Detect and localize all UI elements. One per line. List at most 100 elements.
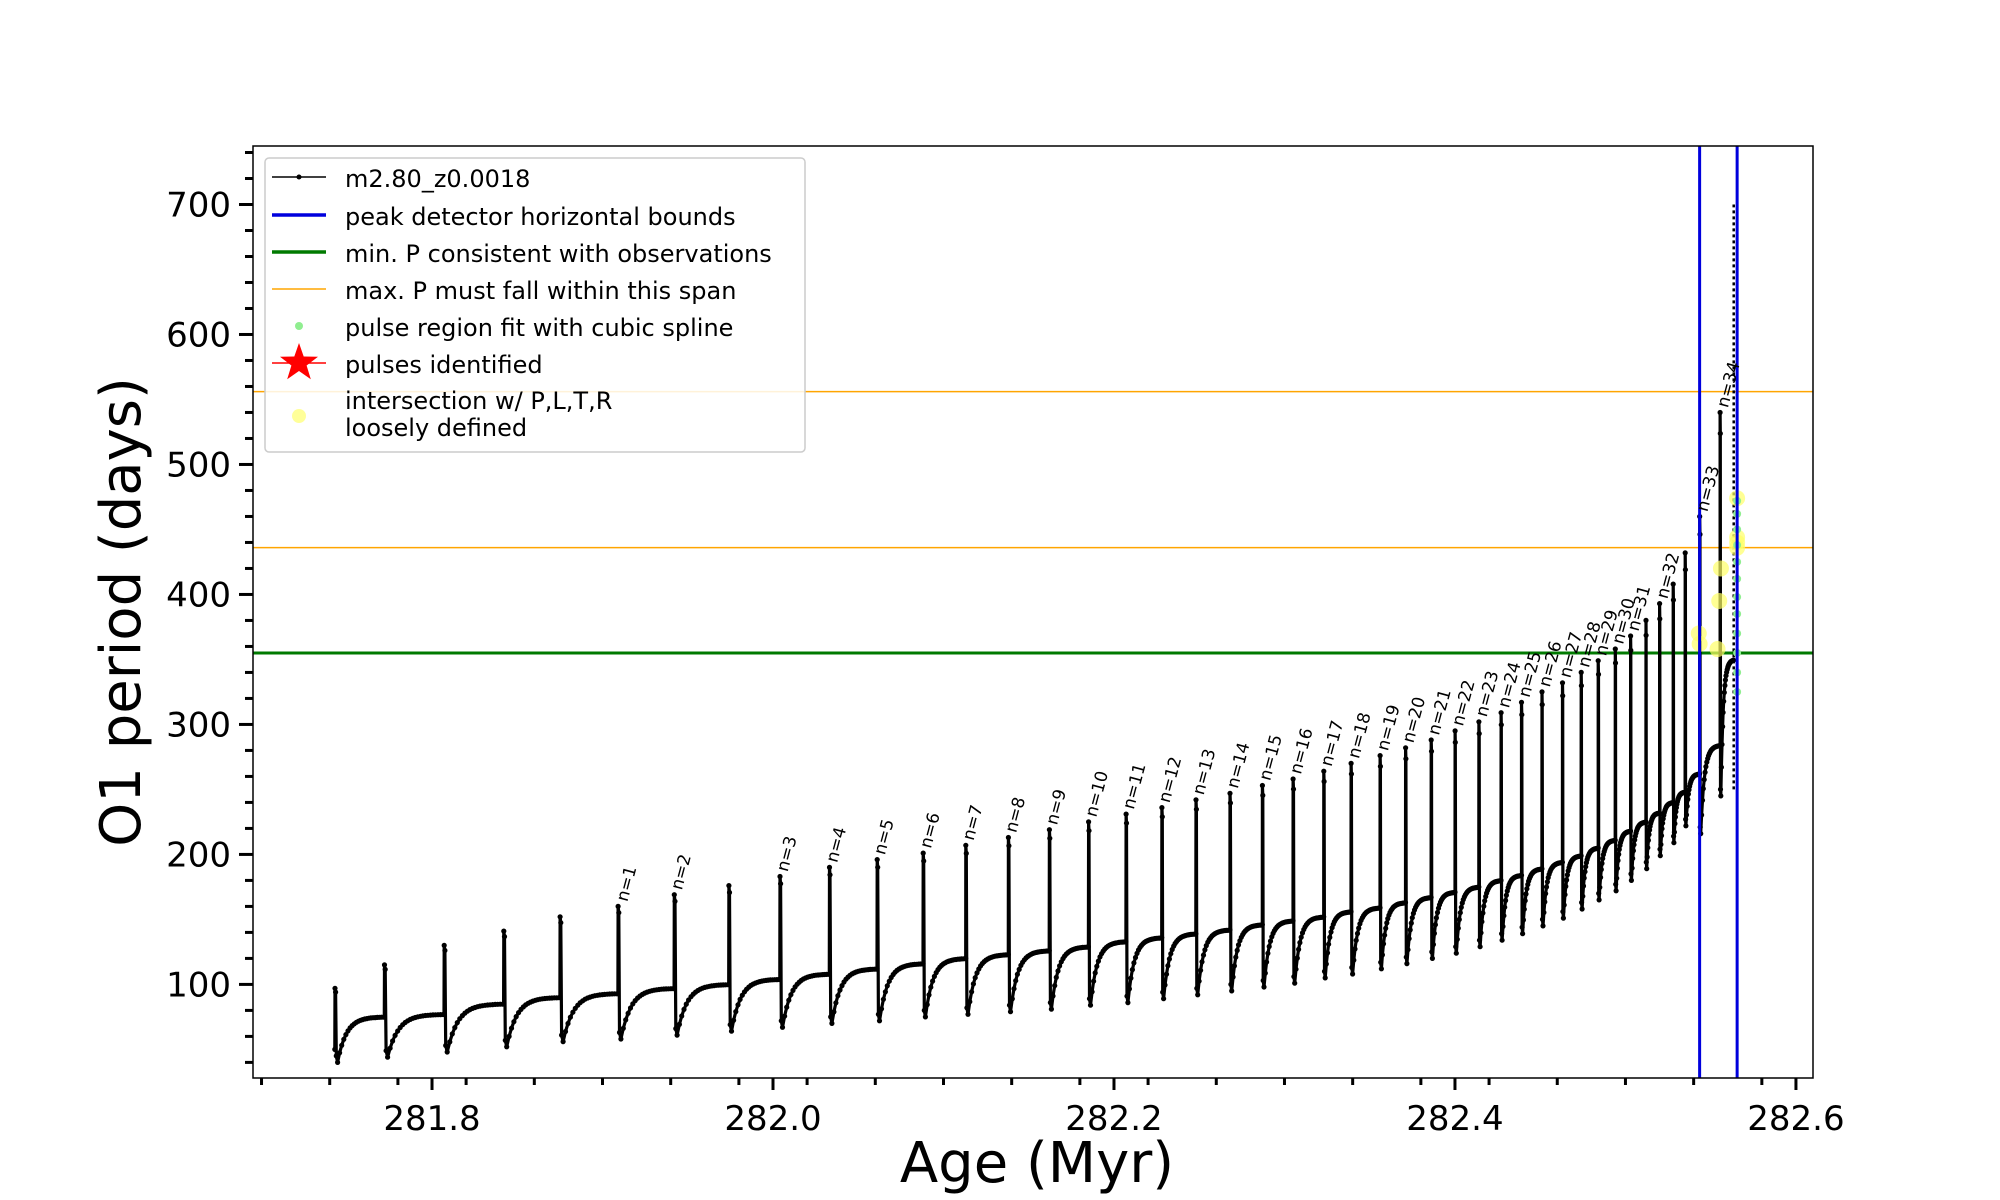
series-point [627, 1005, 634, 1011]
series-point [1433, 915, 1439, 921]
series-point [557, 914, 563, 920]
series-point [726, 883, 732, 889]
series-line [333, 410, 1735, 1064]
series-point [333, 1053, 339, 1059]
series-point [1628, 877, 1634, 884]
series-point [382, 966, 388, 973]
series-point [1402, 899, 1409, 906]
series-point [1086, 828, 1092, 834]
series-point [1612, 660, 1619, 666]
series-point [1198, 967, 1204, 973]
series-point [828, 1014, 834, 1020]
series-point [1428, 748, 1435, 754]
series-point [1595, 658, 1601, 664]
series-point [1498, 877, 1504, 884]
series-point [1260, 792, 1266, 799]
series-point [1321, 768, 1327, 774]
series-point [1265, 950, 1271, 956]
series-point [383, 1048, 389, 1054]
series-point [1500, 923, 1506, 930]
series-point [1267, 938, 1274, 944]
series-point [1350, 971, 1356, 977]
series-point [1582, 869, 1588, 875]
series-point [726, 889, 733, 896]
series-point [1047, 1000, 1053, 1006]
series-point [1720, 709, 1726, 716]
series-point [1457, 910, 1463, 916]
series-point [1657, 853, 1663, 859]
series-point [1600, 855, 1606, 862]
series-point [1409, 915, 1415, 921]
series-point [1498, 710, 1504, 716]
series-point [452, 1025, 458, 1031]
legend: m2.80_z0.0018 peak detector horizontal b… [264, 157, 806, 453]
series-point [1264, 959, 1270, 965]
series-point [1290, 776, 1296, 782]
series-point [1321, 968, 1328, 975]
series-point [778, 1018, 784, 1024]
series-point [924, 1002, 930, 1008]
series-point [874, 966, 880, 972]
pulse-label: n=14 [1223, 740, 1254, 790]
series-point [1196, 978, 1202, 984]
series-point [1324, 950, 1331, 956]
series-point [504, 1044, 510, 1050]
series-point [1658, 833, 1665, 839]
series-point [826, 864, 833, 871]
pulse-label: n=3 [773, 834, 802, 874]
series-point [1234, 947, 1240, 954]
series-point [1644, 854, 1650, 860]
series-point [880, 996, 887, 1002]
series-point [1644, 866, 1650, 872]
series-point [972, 975, 978, 981]
series-point [1124, 993, 1130, 999]
series-point [1297, 940, 1303, 946]
series-point [1563, 883, 1569, 890]
series-point [335, 1059, 341, 1065]
series-point [508, 1025, 515, 1031]
series-point [969, 989, 975, 995]
series-point [1684, 803, 1690, 809]
x-tick-label: 281.8 [383, 1099, 480, 1139]
series-point [1682, 567, 1688, 573]
series-point [1658, 841, 1664, 848]
series-point [1050, 993, 1056, 999]
series-point [1670, 581, 1676, 587]
series-point [1561, 902, 1567, 908]
series-point [882, 989, 889, 995]
series-point [1478, 930, 1484, 936]
series-point [1631, 842, 1637, 848]
series-point [1382, 932, 1388, 938]
series-point [1429, 955, 1435, 962]
series-point [1643, 819, 1649, 825]
pulse-label: n=18 [1344, 710, 1375, 760]
series-point [1349, 964, 1355, 971]
series-point [1683, 816, 1689, 822]
series-point [560, 1039, 566, 1045]
series-point [616, 1029, 623, 1036]
series-point [1660, 820, 1666, 826]
series-point [1228, 981, 1234, 988]
series-point [1227, 790, 1233, 796]
series-point [1671, 833, 1677, 839]
x-tick-label: 282.0 [724, 1099, 821, 1139]
series-point [1259, 782, 1265, 789]
legend-label-min-period: min. P consistent with observations [345, 240, 772, 268]
series-point [1261, 984, 1267, 990]
series-point [727, 1022, 733, 1028]
series-point [557, 994, 563, 1001]
series-point [392, 1032, 398, 1038]
series-point [1434, 909, 1441, 916]
series-point [1009, 996, 1015, 1002]
series-point [1163, 971, 1170, 977]
series-point [1089, 989, 1095, 995]
y-tick-label: 700 [166, 185, 231, 225]
axes: 281.8 282.0 282.2 282.4 282.6 100 200 300 400 500… [166, 150, 1845, 1139]
series-point [1123, 820, 1130, 826]
legend-label-max-period: max. P must fall within this span [345, 277, 736, 305]
series-point [1476, 731, 1482, 737]
series-point [1499, 937, 1505, 943]
series-point [1456, 916, 1462, 923]
series-point [829, 1020, 835, 1026]
series-point [1682, 550, 1688, 556]
